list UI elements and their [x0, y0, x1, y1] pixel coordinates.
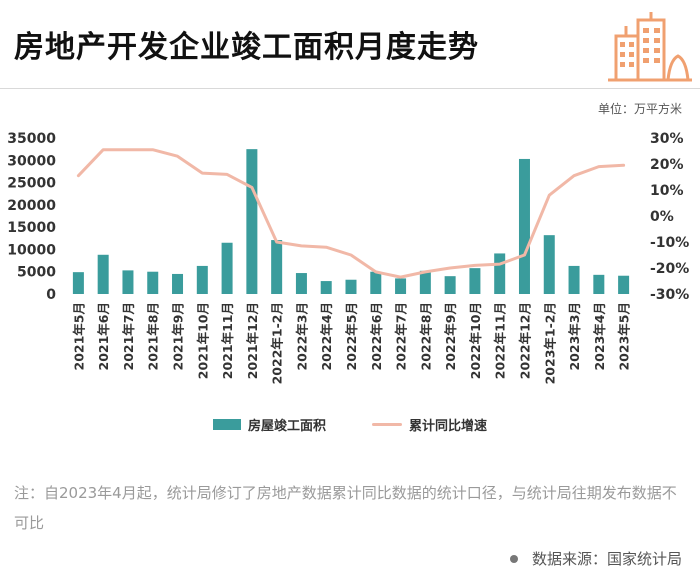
bar [172, 273, 184, 294]
bar [543, 235, 555, 294]
source-line: 数据来源：国家统计局 [509, 548, 682, 569]
x-tick-label: 2022年7月 [394, 302, 409, 371]
legend-item-bar: 房屋竣工面积 [212, 415, 326, 434]
y-right-tick-label: -10% [650, 235, 689, 251]
y-left-tick-label: 20000 [7, 198, 56, 214]
bar [518, 158, 530, 294]
y-left-tick-label: 10000 [7, 242, 56, 258]
y-right-tick-label: -20% [650, 261, 689, 277]
x-tick-label: 2021年8月 [146, 302, 161, 371]
x-tick-label: 2022年9月 [443, 302, 458, 371]
x-tick-label: 2022年4月 [319, 302, 334, 371]
bar [370, 271, 382, 294]
x-tick-label: 2022年10月 [468, 302, 483, 379]
bullet-icon [509, 554, 518, 563]
x-tick-label: 2021年6月 [96, 302, 111, 371]
legend-label-bar: 房屋竣工面积 [247, 419, 326, 434]
chart-legend: 房屋竣工面积 累计同比增速 [0, 415, 700, 434]
unit-label: 单位：万平方米 [597, 102, 682, 116]
y-left-tick-label: 35000 [7, 131, 56, 147]
bar [469, 268, 481, 294]
x-tick-label: 2022年3月 [294, 302, 309, 371]
legend-label-line: 累计同比增速 [409, 419, 488, 434]
series-line [76, 148, 626, 279]
bar [444, 276, 456, 294]
bar [221, 242, 233, 294]
x-tick-label: 2022年6月 [369, 302, 384, 371]
page-title: 房地产开发企业竣工面积月度走势 [14, 30, 479, 65]
bar [271, 240, 283, 294]
y-right-tick-label: 20% [650, 157, 684, 173]
x-tick-label: 2022年12月 [517, 302, 532, 379]
bar [295, 273, 307, 294]
bar [122, 270, 134, 294]
y-right-tick-label: -30% [650, 287, 689, 303]
bar [419, 270, 431, 294]
x-tick-label: 2021年5月 [71, 302, 86, 371]
footnote: 注：自2023年4月起，统计局修订了房地产数据累计同比数据的统计口径，与统计局往… [14, 484, 677, 532]
x-tick-label: 2022年8月 [418, 302, 433, 371]
bar [494, 253, 506, 294]
legend-swatch-line [372, 423, 402, 426]
chart: 0 5000 10000 15000 20000 25000 30000 35000 -30% -… [7, 131, 689, 384]
bar [618, 275, 630, 294]
y-right-tick-label: 30% [650, 131, 684, 147]
bar [395, 278, 407, 294]
bar [72, 272, 84, 294]
y-left-tick-label: 0 [46, 287, 56, 303]
y-right-tick-label: 0% [650, 209, 674, 225]
x-tick-label: 2021年12月 [245, 302, 260, 379]
bar [196, 265, 208, 294]
bar [593, 274, 605, 294]
building-logo-icon [608, 12, 692, 82]
x-tick-label: 2023年3月 [567, 302, 582, 371]
x-tick-label: 2023年4月 [592, 302, 607, 371]
bar [97, 254, 109, 294]
y-left-tick-label: 30000 [7, 153, 56, 169]
title-divider [0, 88, 700, 89]
x-tick-label: 2021年10月 [195, 302, 210, 379]
x-tick-label: 2022年1-2月 [270, 302, 285, 384]
y-left-tick-label: 5000 [17, 265, 56, 281]
y-left-tick-label: 25000 [7, 176, 56, 192]
y-right-tick-label: 10% [650, 183, 684, 199]
x-tick-label: 2021年7月 [121, 302, 136, 371]
bar [320, 281, 332, 294]
x-tick-label: 2021年11月 [220, 302, 235, 379]
y-left-tick-label: 15000 [7, 220, 56, 236]
x-tick-label: 2021年9月 [171, 302, 186, 371]
x-tick-label: 2022年5月 [344, 302, 359, 371]
x-tick-label: 2023年5月 [617, 302, 632, 371]
source-text: 数据来源：国家统计局 [531, 550, 682, 568]
x-tick-label: 2022年11月 [493, 302, 508, 379]
bar [246, 149, 258, 294]
x-tick-label: 2023年1-2月 [542, 302, 557, 384]
legend-item-line: 累计同比增速 [372, 415, 487, 434]
bar [147, 271, 159, 294]
legend-swatch-bar [212, 419, 241, 430]
bar [568, 265, 580, 294]
bar [345, 279, 357, 294]
